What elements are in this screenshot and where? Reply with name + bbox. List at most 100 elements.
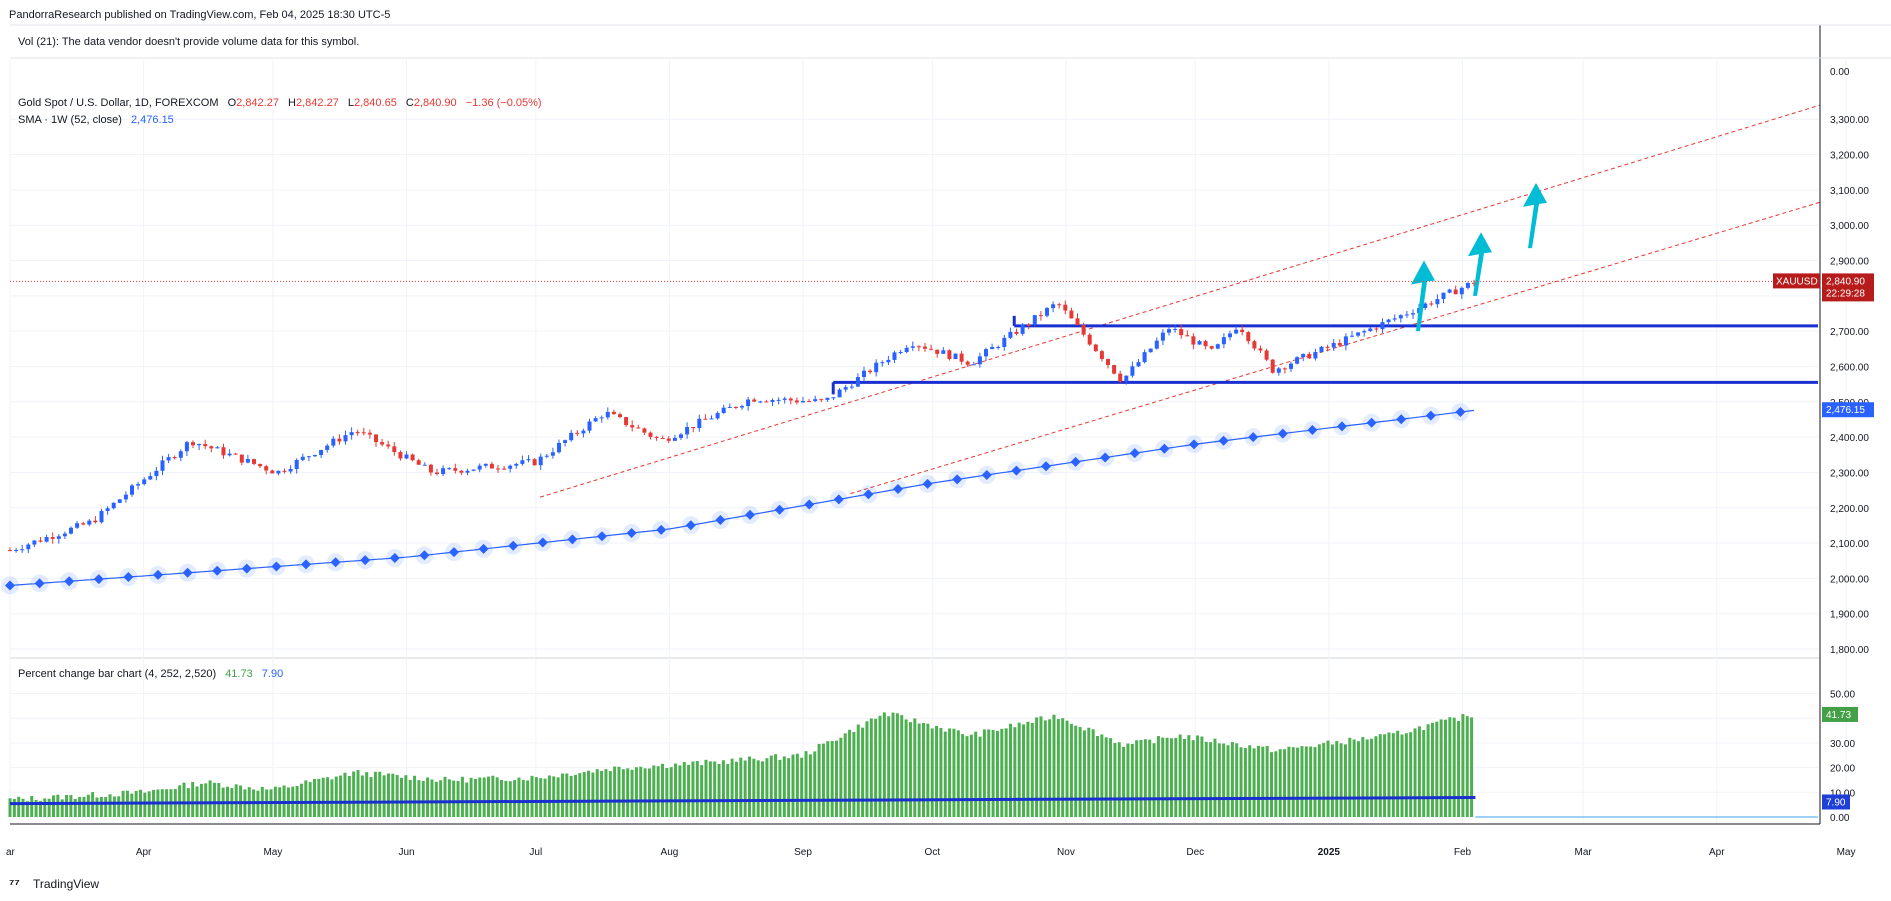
candle-body	[1386, 319, 1391, 323]
forecast-arrows[interactable]	[1411, 182, 1547, 332]
horizontal-levels[interactable]	[831, 315, 1818, 395]
pct-bar	[878, 715, 882, 817]
candle-body	[14, 550, 19, 552]
time-tick-label: ar	[6, 847, 16, 858]
pct-bar	[330, 779, 334, 817]
pct-bar	[104, 797, 108, 817]
pct-bar	[761, 761, 765, 817]
pct-bar	[1230, 742, 1234, 817]
pct-bar	[1200, 736, 1204, 817]
sma-marker	[123, 572, 134, 583]
candle-body	[428, 464, 433, 473]
sma-marker	[863, 489, 874, 500]
pct-bar	[343, 772, 347, 817]
pct-bar	[882, 712, 886, 817]
candle-body	[538, 456, 543, 466]
candle-body	[544, 455, 549, 457]
tradingview-logo[interactable]: ⁷⁷ TradingView	[9, 876, 99, 891]
pct-bar	[795, 753, 799, 817]
candle-body	[1112, 365, 1117, 374]
candle-body	[331, 438, 336, 446]
pct-bar	[717, 763, 721, 817]
candle-body	[404, 454, 409, 459]
candle-body	[1453, 289, 1458, 295]
candle-body	[239, 454, 244, 463]
pct-bar	[356, 770, 360, 817]
price-tick-label: 2,300.00	[1830, 468, 1869, 479]
pct-bar	[817, 743, 821, 817]
price-tick-label: 3,300.00	[1830, 115, 1869, 126]
pct-bar	[1013, 727, 1017, 817]
candle-body	[1258, 348, 1263, 351]
forecast-arrow-2[interactable]	[1468, 232, 1492, 296]
pct-legend[interactable]: Percent change bar chart (4, 252, 2,520)…	[18, 668, 283, 680]
candlestick-series	[8, 279, 1476, 554]
pct-bar	[1035, 717, 1039, 817]
candle-body	[496, 468, 500, 470]
pct-bar	[830, 741, 834, 817]
candle-body	[1081, 324, 1086, 335]
candle-body	[26, 544, 31, 550]
pct-bar	[447, 779, 451, 817]
pct-bar	[482, 777, 486, 817]
candle-body	[93, 520, 98, 523]
candle-body	[1240, 329, 1245, 333]
pct-bar	[1087, 727, 1091, 817]
pct-bar	[212, 782, 216, 817]
candle-body	[1020, 324, 1025, 334]
pct-bar	[765, 758, 769, 817]
pct-bar	[552, 776, 556, 817]
sma-line	[9, 409, 1475, 587]
candle-body	[630, 425, 635, 428]
pct-bar	[935, 725, 939, 817]
low-value: 2,840.65	[354, 97, 397, 109]
candle-body	[56, 536, 61, 539]
candle-body	[142, 479, 147, 485]
time-tick-label: May	[1837, 847, 1856, 858]
pct-bar	[1370, 738, 1374, 817]
channel-upper-line[interactable]	[539, 104, 1821, 498]
candle-body	[441, 468, 446, 475]
pct-baseline-line	[9, 795, 1476, 806]
candle-body	[819, 399, 824, 401]
forecast-arrow-1[interactable]	[1411, 260, 1435, 332]
sma-marker	[389, 553, 400, 564]
symbol-legend[interactable]: Gold Spot / U.S. Dollar, 1D, FOREXCOM O2…	[18, 97, 542, 109]
candle-body	[209, 446, 214, 449]
pct-bar	[1109, 738, 1113, 817]
forecast-arrow-3[interactable]	[1523, 182, 1547, 249]
candle-body	[1282, 368, 1287, 370]
sma-marker	[241, 563, 252, 574]
pct-bar	[1470, 717, 1474, 817]
candle-body	[172, 457, 177, 459]
candle-body	[508, 465, 513, 469]
pct-bar	[647, 768, 651, 817]
candle-body	[624, 417, 629, 426]
candle-body	[374, 434, 378, 443]
pct-bar	[1361, 737, 1365, 817]
pct-bar	[1217, 743, 1221, 817]
candle-body	[1319, 346, 1324, 352]
pct-bar	[1017, 722, 1021, 817]
sma-legend[interactable]: SMA · 1W (52, close) 2,476.15	[18, 114, 174, 126]
pct-bar	[630, 769, 634, 817]
pct-bar	[730, 758, 734, 817]
sma-marker	[449, 547, 459, 558]
pct-bar	[52, 795, 55, 817]
candle-body	[203, 444, 208, 447]
candle-body	[618, 414, 622, 418]
candle-body	[605, 411, 610, 418]
pct-bar	[191, 781, 195, 817]
pct-bar	[1052, 714, 1056, 817]
pct-bar	[1339, 743, 1343, 817]
candle-body	[868, 370, 873, 373]
candle-body	[862, 370, 866, 378]
candle-body	[1197, 341, 1202, 345]
pct-bar	[543, 778, 547, 817]
channel-lower-line[interactable]	[850, 201, 1821, 495]
pct-bar	[874, 718, 878, 817]
pct-bar	[1322, 743, 1326, 817]
pct-bar	[1113, 743, 1117, 817]
pct-bar	[47, 798, 51, 817]
